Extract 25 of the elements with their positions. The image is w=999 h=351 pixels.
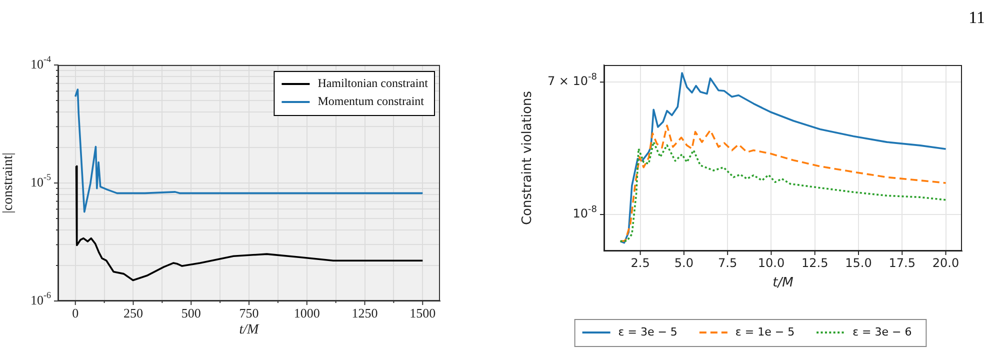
legend-label: ε = 3e − 6	[852, 325, 912, 338]
x-tick-label: 0	[72, 305, 79, 320]
x-tick-label: 500	[181, 305, 201, 320]
x-tick-label: 5.0	[674, 256, 694, 270]
x-tick-label: 10.0	[758, 256, 785, 270]
x-axis-title: t/M	[772, 276, 794, 291]
x-tick-label: 750	[239, 305, 259, 320]
x-tick-label: 7.5	[718, 256, 738, 270]
legend-label: Hamiltonian constraint	[318, 76, 429, 90]
x-tick-label: 20.0	[932, 256, 960, 270]
x-tick-label: 17.5	[888, 256, 916, 270]
legend-label: ε = 3e − 5	[618, 325, 678, 338]
legend-label: ε = 1e − 5	[735, 325, 795, 338]
text: 11	[968, 8, 985, 28]
x-tick-label: 12.5	[801, 256, 828, 270]
y-axis-title: Constraint violations	[520, 90, 536, 226]
x-axis-title: t/M	[239, 322, 260, 338]
x-tick-label: 250	[123, 305, 143, 320]
x-tick-label: 2.5	[630, 256, 650, 270]
y-axis-title: |constraint|	[1, 152, 16, 214]
x-tick-label: 1500	[410, 305, 436, 320]
x-tick-label: 1000	[294, 305, 320, 320]
x-tick-label: 15.0	[845, 256, 872, 270]
x-tick-label: 1250	[352, 305, 378, 320]
legend-label: Momentum constraint	[318, 94, 425, 108]
